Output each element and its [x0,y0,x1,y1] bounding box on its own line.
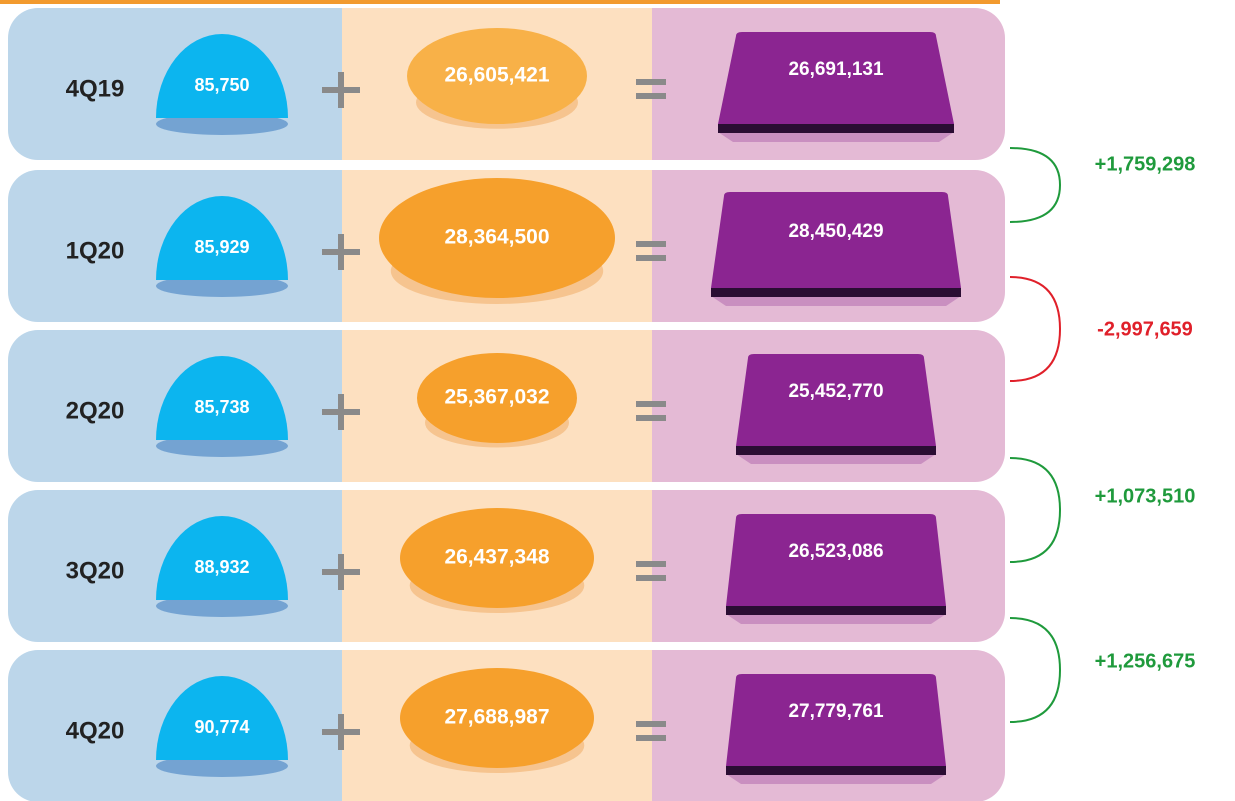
slab-base [736,446,936,455]
bracket [1009,617,1062,723]
slab-base [726,606,946,615]
top-rule [0,0,1000,4]
slab-base [711,288,961,297]
slab [711,192,961,288]
value-b: 25,367,032 [444,386,549,409]
total: 27,779,761 [788,701,884,722]
equals [636,561,666,581]
total: 26,691,131 [788,59,884,80]
slab-base [718,124,954,133]
dome-shadow [156,755,288,777]
quarter: 3Q20 [66,557,125,584]
plus [322,554,360,590]
dome-shadow [156,275,288,297]
ellipse [379,178,615,298]
slab-shadow [736,454,936,464]
equals [636,241,666,261]
value-b: 26,605,421 [444,64,549,87]
plus [322,394,360,430]
slab-base [726,766,946,775]
total: 26,523,086 [788,541,883,562]
ellipse [417,353,577,443]
total: 25,452,770 [788,381,883,402]
value-a: 85,750 [194,75,249,95]
change: -2,997,659 [1097,318,1193,340]
change: +1,073,510 [1095,485,1196,507]
equals [636,79,666,99]
slab-shadow [726,614,946,624]
slab-shadow [726,774,946,784]
bracket [1009,276,1062,382]
quarter: 2Q20 [66,397,125,424]
plus [322,72,360,108]
dome [156,196,288,280]
dome-shadow [156,435,288,457]
total: 28,450,429 [788,221,883,242]
slab [718,32,954,124]
slab-shadow [718,132,954,142]
quarter: 4Q20 [66,717,125,744]
value-a: 90,774 [194,717,249,737]
dome [156,356,288,440]
bracket [1009,457,1062,563]
value-b: 28,364,500 [444,226,549,249]
dome-shadow [156,595,288,617]
ellipse [400,668,594,768]
quarter: 4Q19 [66,75,125,102]
value-b: 27,688,987 [444,706,549,729]
dome [156,516,288,600]
quarter: 1Q20 [66,237,125,264]
change: +1,759,298 [1095,153,1196,175]
ellipse [407,28,587,124]
equals [636,401,666,421]
change: +1,256,675 [1095,650,1196,672]
value-a: 85,929 [194,237,249,257]
equals [636,721,666,741]
value-a: 88,932 [194,557,249,577]
bracket [1009,147,1062,223]
dome [156,34,288,118]
dome-shadow [156,113,288,135]
dome [156,676,288,760]
slab-shadow [711,296,961,306]
plus [322,714,360,750]
value-b: 26,437,348 [444,546,549,569]
slab [736,354,936,446]
slab [726,674,946,766]
ellipse [400,508,594,608]
plus [322,234,360,270]
value-a: 85,738 [194,397,249,417]
slab [726,514,946,606]
